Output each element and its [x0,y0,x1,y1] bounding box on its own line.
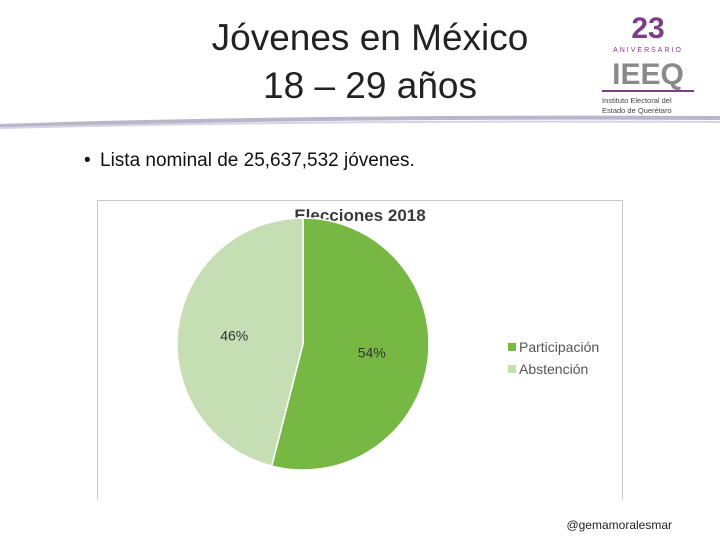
logo-letters: IEEQ [612,58,684,91]
chart-frame: Elecciones 2018 54% 46% Participación Abst… [97,200,623,499]
title-line-1: Jóvenes en México [211,17,529,58]
pie-labels: 54% 46% [220,327,386,360]
logo-anniversary: ANIVERSARIO [613,47,683,54]
title-divider [0,115,720,129]
bullet-text: Lista nominal de 25,637,532 jóvenes. [100,150,415,171]
pie-slices [176,217,430,471]
logo-rule [602,90,694,92]
bullet-mark: • [84,150,91,171]
data-label-1: 46% [220,327,248,343]
legend-label-0: Participación [519,339,599,355]
title-line-2: 18 – 29 años [263,65,477,106]
ieeq-logo: 23 ANIVERSARIO IEEQ Instituto Electoral … [602,12,694,115]
logo-line-2: Estado de Querétaro [602,106,672,115]
legend-swatch-1 [508,365,516,373]
chart-legend: Participación Abstención [508,339,599,377]
pie-slice-0 [270,217,430,471]
pie-slice-1 [176,217,304,467]
data-label-0: 54% [358,345,386,361]
pie-chart: Elecciones 2018 54%46% ParticipaciónAbst… [176,206,599,471]
legend-swatch-0 [508,343,516,351]
slide-title: Jóvenes en México 18 – 29 años [170,14,570,110]
author-handle: @gemamoralesmar [566,518,672,532]
bullet-item: • Lista nominal de 25,637,532 jóvenes. [84,150,415,172]
logo-line-1: Instituto Electoral del [602,96,672,105]
legend-label-1: Abstención [519,361,588,377]
logo-number: 23 [631,12,664,45]
